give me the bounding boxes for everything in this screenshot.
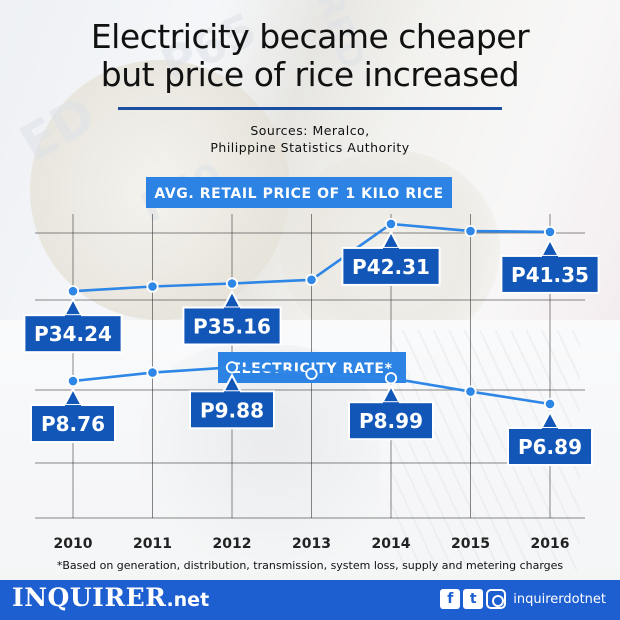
chart-series: P34.24 P35.16 P42.31 P41.35 P8.76 P9.88 P8.99 P… [23,217,600,466]
footer-bar: INQUIRER.net f t inquirerdotnet [0,580,620,620]
title-line-2: but price of rice increased [100,55,520,94]
rice-point-2015 [464,224,477,238]
facebook-icon[interactable]: f [440,589,461,609]
callout-value: P6.89 [518,435,582,459]
callout-pointer [62,297,84,318]
electricity-data-label: P9.88 [189,373,275,430]
rice-point-2012 [225,277,239,290]
callout-pointer [539,237,561,258]
rice-point-2010 [66,285,80,298]
x-tick-label: 2010 [54,536,93,552]
callout-box [507,426,593,466]
rice-point-2013 [305,273,318,286]
x-tick-label: 2015 [451,536,490,552]
callout-box [23,314,123,354]
electricity-point-2010 [66,374,80,388]
rice-series-label: AVG. RETAIL PRICE OF 1 KILO RICE [154,186,443,202]
callout-value: P9.88 [200,398,264,422]
rice-data-label: P41.35 [500,237,600,294]
electricity-point-2016 [543,397,557,411]
sources: Sources: Meralco, Philippine Statistics … [0,122,620,156]
callout-pointer [380,384,402,405]
sources-line-1: Sources: Meralco, [250,123,370,138]
title-divider [118,107,502,110]
title-line-1: Electricity became cheaper [90,17,530,56]
x-tick-label: 2014 [372,536,411,552]
callout-pointer [380,229,402,250]
callout-value: P34.24 [34,322,112,346]
callout-box [30,404,116,444]
x-axis-ticks: 2010 2011 2012 2013 2014 2015 2016 [54,536,570,552]
rice-data-label: P35.16 [182,289,282,346]
callout-box [341,246,441,286]
electricity-point-2015 [464,385,477,398]
callout-box [189,390,275,430]
brand-suffix: .net [166,589,210,611]
rice-series-label-bg [146,177,452,208]
rice-point-2014 [384,217,398,231]
social-links: f t inquirerdotnet [440,589,606,609]
callout-value: P41.35 [511,263,589,287]
x-tick-label: 2012 [213,536,252,552]
rice-data-label: P42.31 [341,229,441,286]
line-chart: AVG. RETAIL PRICE OF 1 KILO RICE ELECTRI… [23,177,600,552]
instagram-icon[interactable] [486,589,507,609]
callout-value: P35.16 [193,315,271,339]
callout-box [500,254,600,294]
x-tick-label: 2011 [133,536,172,552]
electricity-point-2011 [146,366,159,379]
rice-point-2016 [543,225,557,239]
electricity-point-2013 [305,367,318,380]
page-title: Electricity became cheaper but price of … [0,18,620,94]
twitter-icon[interactable]: t [463,589,484,609]
rice-series-label-group: AVG. RETAIL PRICE OF 1 KILO RICE [146,177,452,208]
rice-point-2011 [146,280,159,293]
callout-value: P42.31 [352,255,430,279]
electricity-point-2012 [225,361,239,374]
inquirer-logo[interactable]: INQUIRER.net [12,583,209,612]
electricity-data-label: P8.76 [30,386,116,444]
electricity-data-label: P8.99 [348,384,434,441]
x-tick-label: 2016 [531,536,570,552]
brand-name: INQUIRER [12,583,167,612]
electricity-data-label: P6.89 [507,409,593,466]
social-handle[interactable]: inquirerdotnet [513,591,606,607]
footnote: *Based on generation, distribution, tran… [56,559,564,572]
callout-box [182,306,282,346]
callout-pointer [62,386,84,408]
x-tick-label: 2013 [292,536,331,552]
chart-gridlines [35,214,585,519]
callout-box [348,401,434,441]
sources-line-2: Philippine Statistics Authority [210,140,410,155]
callout-pointer [539,409,561,430]
rice-data-label: P34.24 [23,297,123,354]
callout-value: P8.99 [359,409,423,433]
callout-value: P8.76 [41,412,105,436]
electricity-point-2014 [384,372,398,385]
